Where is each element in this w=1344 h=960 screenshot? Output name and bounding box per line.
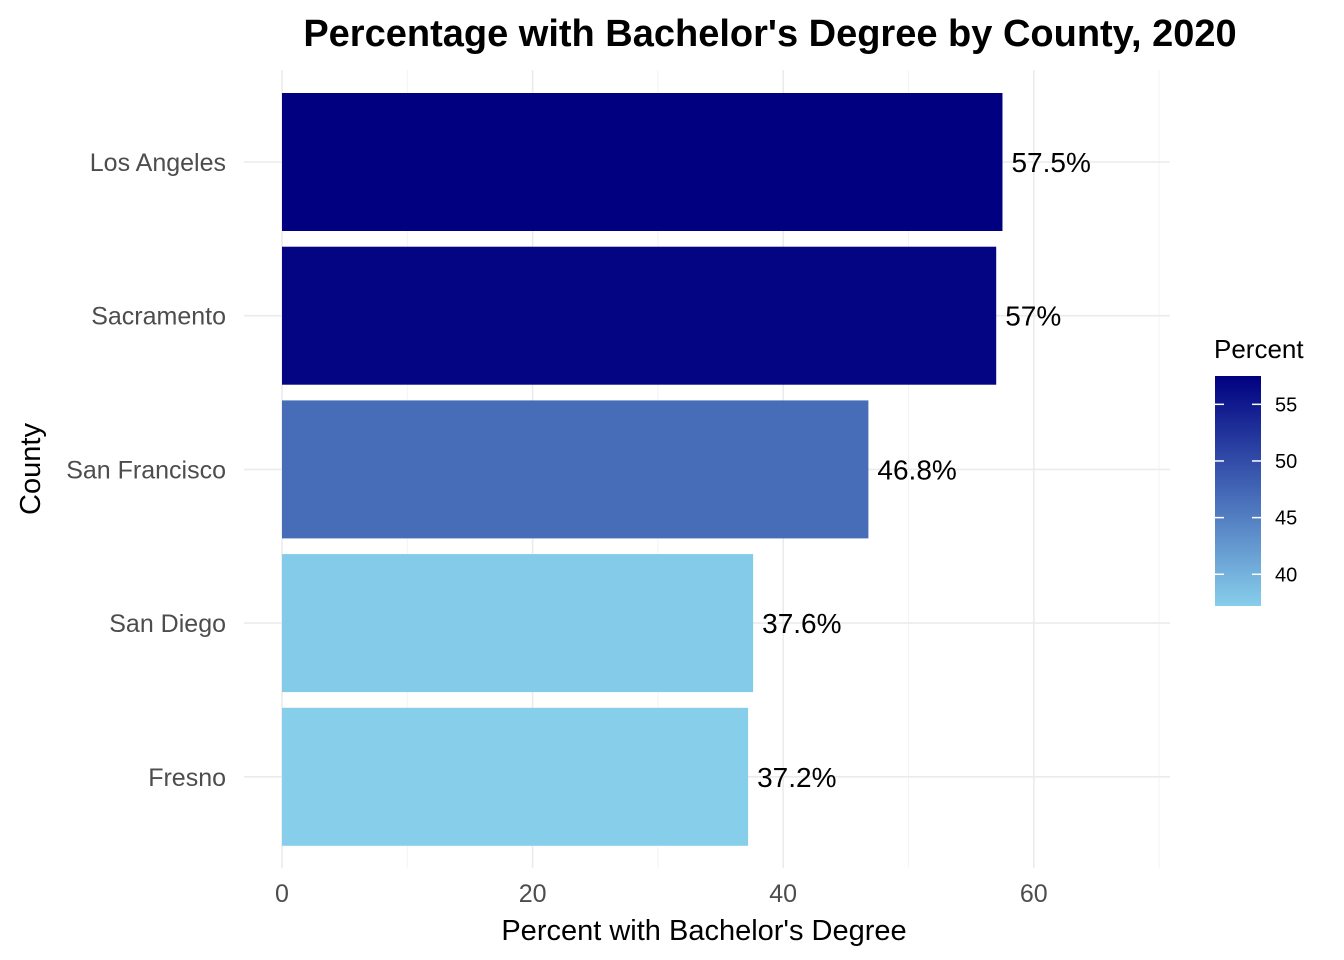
legend-title: Percent bbox=[1214, 334, 1304, 364]
x-tick-label: 0 bbox=[275, 880, 289, 908]
legend-tick-label: 40 bbox=[1275, 564, 1297, 586]
x-axis-tick-labels: 0 20 40 60 bbox=[275, 880, 1048, 908]
y-axis-title: County bbox=[15, 423, 47, 515]
bars bbox=[282, 93, 1003, 846]
data-labels: 57.5% 57% 46.8% 37.6% 37.2% bbox=[757, 147, 1091, 793]
category-label: San Francisco bbox=[66, 456, 226, 484]
x-axis-title: Percent with Bachelor's Degree bbox=[501, 915, 906, 947]
data-label: 57.5% bbox=[1011, 147, 1090, 178]
bar bbox=[282, 400, 869, 539]
legend-colorbar bbox=[1215, 376, 1261, 606]
category-label: Sacramento bbox=[91, 303, 226, 331]
data-label: 37.2% bbox=[757, 762, 836, 793]
bar bbox=[282, 554, 754, 693]
chart-title: Percentage with Bachelor's Degree by Cou… bbox=[303, 13, 1236, 55]
bar bbox=[282, 93, 1003, 231]
data-label: 57% bbox=[1005, 301, 1061, 332]
category-label: Los Angeles bbox=[90, 149, 226, 177]
legend-tick-label: 55 bbox=[1275, 394, 1297, 416]
data-label: 37.6% bbox=[762, 608, 841, 639]
legend-ticks: 40 45 50 55 bbox=[1215, 394, 1297, 586]
color-legend: Percent 40 45 50 55 bbox=[1214, 334, 1304, 606]
bar bbox=[282, 246, 997, 385]
category-label: San Diego bbox=[109, 610, 226, 638]
legend-tick-label: 45 bbox=[1275, 508, 1297, 530]
bar bbox=[282, 707, 749, 846]
data-label: 46.8% bbox=[877, 454, 956, 485]
y-axis-tick-labels: Los Angeles Sacramento San Francisco San Di… bbox=[66, 149, 226, 792]
category-label: Fresno bbox=[148, 764, 226, 792]
legend-tick-label: 50 bbox=[1275, 451, 1297, 473]
x-tick-label: 20 bbox=[519, 880, 547, 908]
x-tick-label: 40 bbox=[769, 880, 797, 908]
x-tick-label: 60 bbox=[1020, 880, 1048, 908]
